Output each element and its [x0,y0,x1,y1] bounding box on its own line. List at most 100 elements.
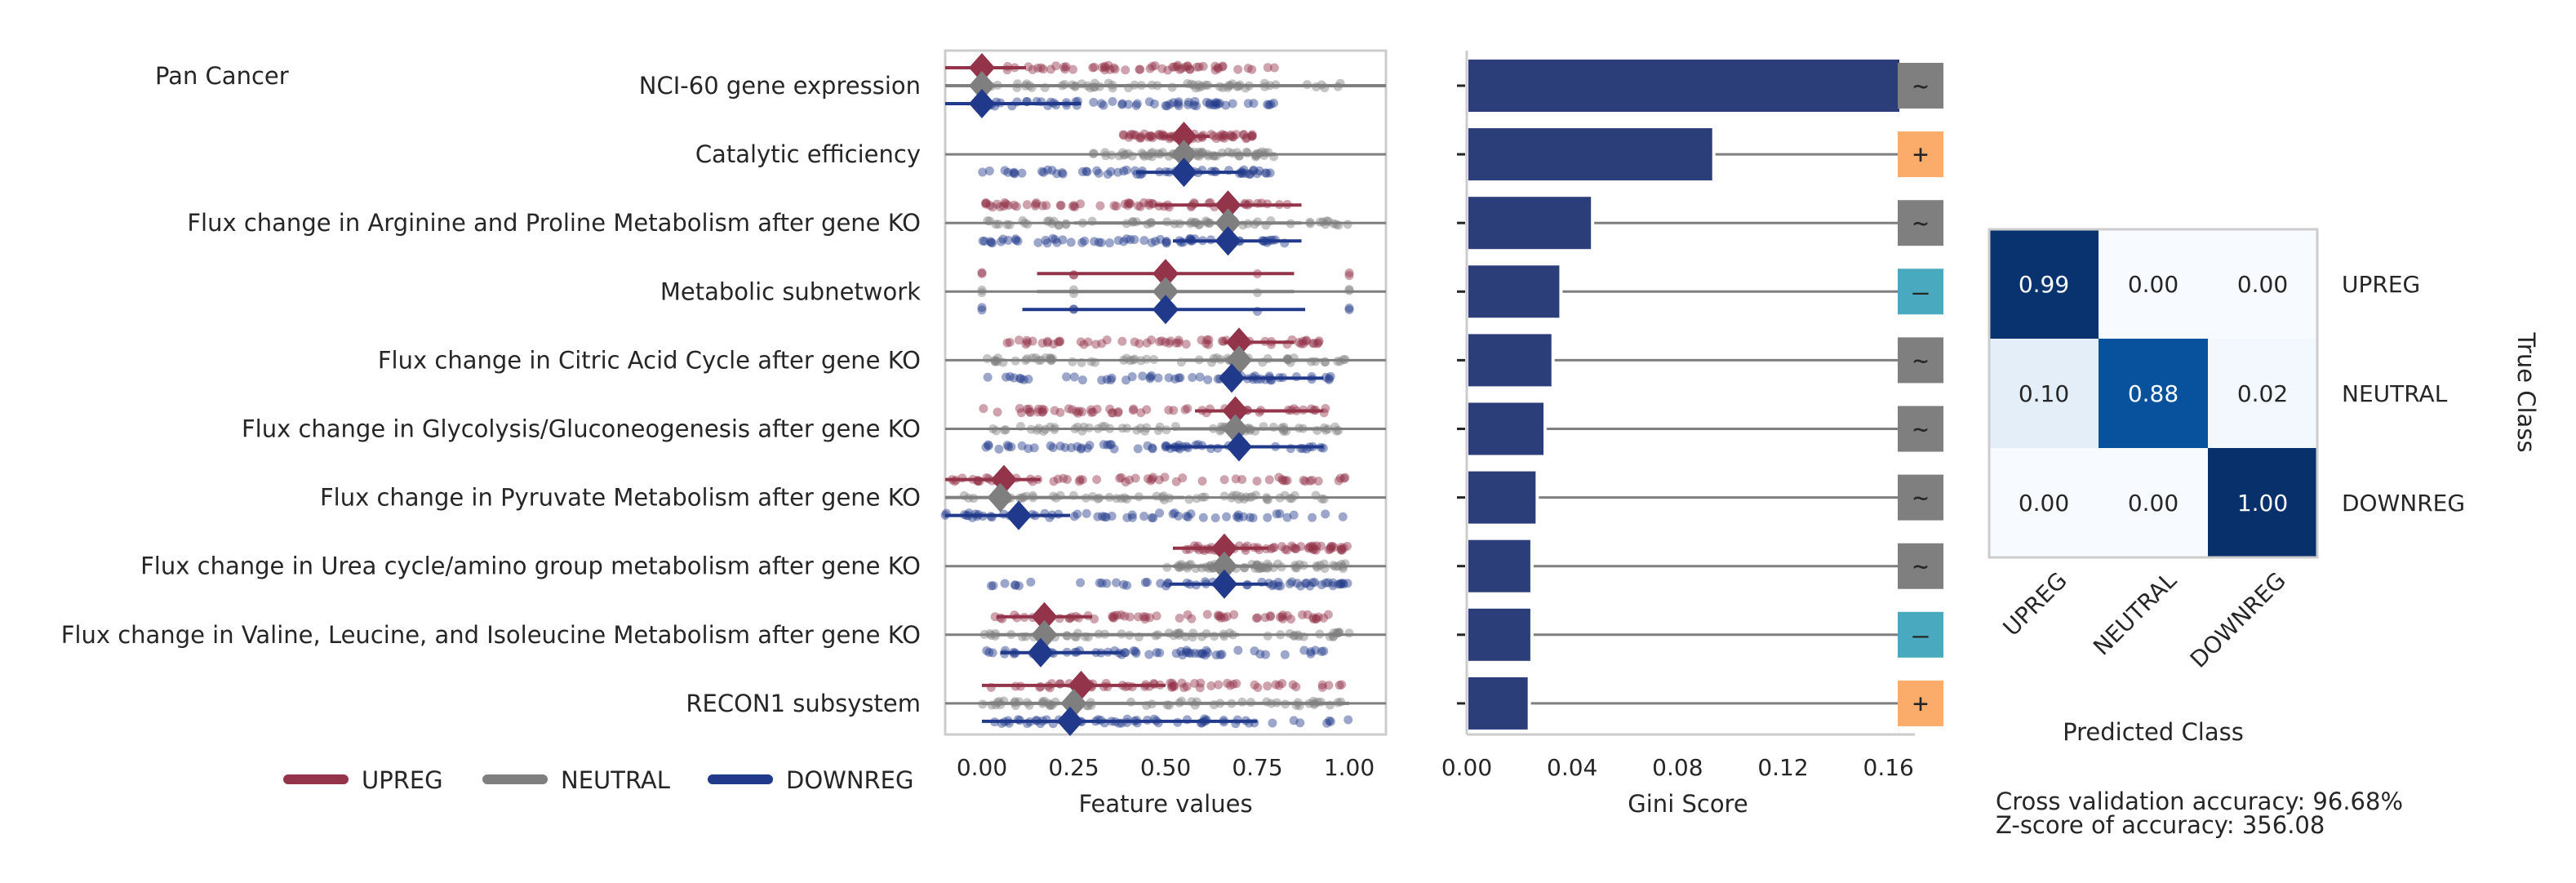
feature-point [1174,373,1184,383]
feature-point [1039,405,1049,415]
feature-point [1190,678,1200,688]
feature-point [1055,336,1064,346]
feature-point [1282,545,1292,555]
feature-point [1328,632,1338,641]
feature-point [990,357,1000,366]
feature-point [1120,199,1130,209]
feature-point [1018,215,1028,225]
feature-point [1337,545,1347,555]
feature-point [1130,337,1139,347]
feature-point [1135,64,1144,74]
feature-point [1179,683,1189,693]
cm-x-title: Predicted Class [2063,718,2244,746]
feature-point [1253,613,1263,623]
feature-point [1339,355,1348,365]
feature-point [1125,198,1135,208]
feature-point [1032,197,1042,207]
feature-point [1300,477,1310,486]
feature-point [1107,408,1117,418]
feature-point [1263,63,1272,73]
feature-point [1308,541,1318,551]
cm-cell [2099,229,2208,339]
feature-point [1051,61,1061,71]
feature-point [1140,615,1150,624]
feature-point [1142,405,1152,415]
gini-bar [1468,471,1536,524]
feature-point [1157,64,1167,73]
feature-point [1128,406,1138,415]
feature-point [1250,646,1259,656]
feature-point [1343,579,1352,588]
feature-point [1245,170,1255,180]
feature-point [1172,62,1182,72]
feature-point [1289,631,1299,641]
feature-point [1097,339,1107,348]
feature-point [1313,338,1323,348]
feature-point [1343,220,1352,229]
feature-point [1080,236,1090,246]
feature-point [1262,168,1272,178]
feature-point [1343,541,1352,551]
feature-point [1144,131,1154,140]
feature-point [1119,579,1129,589]
feature-point [1151,237,1161,246]
cm-col-label: UPREG [1998,567,2072,641]
cm-col-label: NEUTRAL [2088,566,2182,660]
feature-point [1236,492,1246,502]
feature-point [1336,543,1346,552]
feature-point [1290,562,1300,572]
gini-bar [1468,128,1712,181]
feature-point [1335,681,1344,690]
feature-point [1170,508,1179,518]
feature-point [1139,150,1148,160]
feature-point [1185,64,1195,74]
feature-point [993,407,1002,417]
feature-point [1197,649,1207,659]
feature-point [1276,630,1286,640]
feature-point [1329,219,1339,229]
feature-point [1031,199,1041,209]
feature-point [1215,650,1225,659]
feature-point [1052,237,1062,247]
feature-point [1201,650,1210,660]
feature-point [1344,285,1354,295]
feature-point [1064,404,1073,414]
feature-point [1090,237,1099,246]
feature-point [1101,151,1111,161]
feature-point [1144,198,1154,208]
feature-point [1117,473,1126,482]
feature-point [1011,202,1021,211]
feature-point [1239,130,1249,140]
feature-point [1192,101,1201,111]
x-tick-label: 0.75 [1232,754,1282,781]
feature-point [1073,509,1082,519]
feature-point [1067,443,1077,453]
feature-point [977,285,987,295]
feature-point [1317,494,1326,504]
x-tick-label: 0.16 [1863,754,1914,781]
feature-point [1127,372,1137,382]
feature-point [1335,357,1345,366]
feature-point [1308,339,1317,348]
feature-point [1037,63,1046,73]
feature-point [1251,614,1261,623]
feature-point [1229,610,1239,619]
feature-point [1232,130,1241,140]
feature-point [1338,561,1348,571]
feature-point [985,216,995,226]
feature-point [982,646,992,655]
figure-title: Pan Cancer [155,62,289,90]
feature-point [1120,648,1130,658]
feature-point [1029,443,1039,453]
feature-point [1222,611,1232,621]
feature-point [993,220,1003,229]
feature-point [1192,494,1201,504]
feature-point [1073,442,1082,451]
feature-point [1312,541,1321,551]
feature-point [1099,100,1108,110]
feature-point [1126,198,1135,208]
feature-point [1324,545,1334,555]
feature-point [1096,237,1106,247]
feature-label: Flux change in Valine, Leucine, and Isol… [61,621,921,649]
feature-point [1190,648,1200,658]
